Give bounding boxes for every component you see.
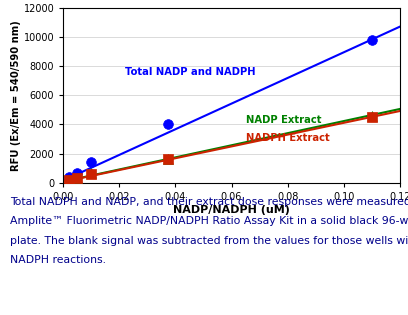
Point <box>368 113 375 118</box>
Text: Amplite™ Fluorimetric NADP/NADPH Ratio Assay Kit in a solid black 96-well: Amplite™ Fluorimetric NADP/NADPH Ratio A… <box>10 216 408 226</box>
Point <box>88 160 95 165</box>
X-axis label: NADP/NADPH (uM): NADP/NADPH (uM) <box>173 204 290 215</box>
Text: Total NADP and NADPH: Total NADP and NADPH <box>125 67 255 77</box>
Point <box>66 177 72 182</box>
Point <box>368 115 375 120</box>
Text: NADPH reactions.: NADPH reactions. <box>10 255 106 266</box>
Text: Total NADPH and NADP, and their extract dose responses were measured with: Total NADPH and NADP, and their extract … <box>10 197 408 207</box>
Point <box>165 122 172 127</box>
Point <box>74 170 80 175</box>
Point <box>88 171 95 176</box>
Point <box>368 37 375 43</box>
Point <box>165 156 172 161</box>
Point <box>74 175 80 180</box>
Point <box>66 175 72 180</box>
Y-axis label: RFU (Ex/Em = 540/590 nm): RFU (Ex/Em = 540/590 nm) <box>11 20 21 171</box>
Text: NADPH Extract: NADPH Extract <box>246 133 329 142</box>
Text: plate. The blank signal was subtracted from the values for those wells with the: plate. The blank signal was subtracted f… <box>10 236 408 246</box>
Point <box>74 175 80 180</box>
Point <box>165 157 172 162</box>
Text: NADP Extract: NADP Extract <box>246 115 321 125</box>
Point <box>66 178 72 183</box>
Point <box>88 171 95 176</box>
